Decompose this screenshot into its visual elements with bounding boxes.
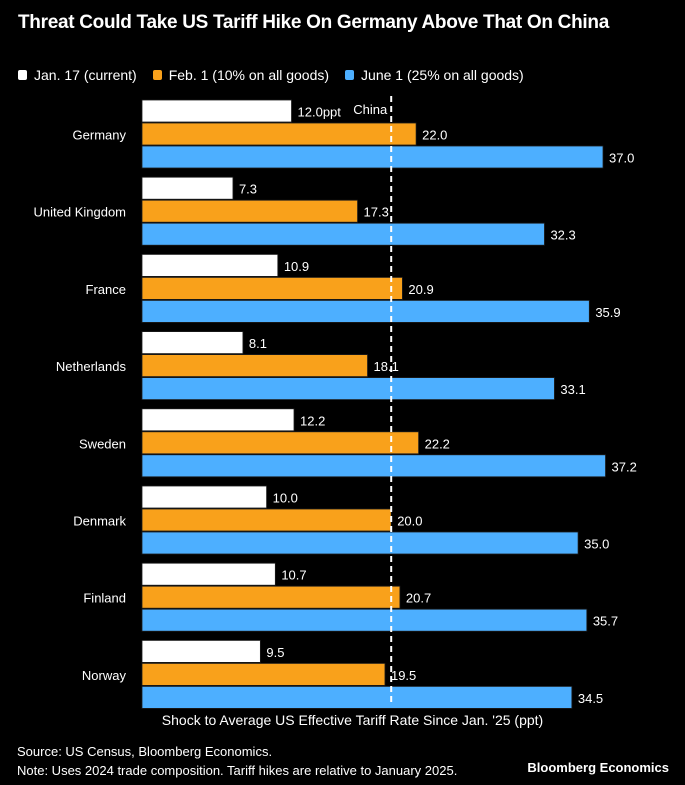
data-label-1-5: 20.0 bbox=[397, 514, 422, 529]
data-label-0-7: 9.5 bbox=[266, 645, 284, 660]
bar-2-6 bbox=[141, 608, 588, 632]
category-label-united-kingdom: United Kingdom bbox=[34, 205, 127, 220]
data-label-1-4: 22.2 bbox=[425, 436, 450, 451]
bar-0-0 bbox=[141, 99, 292, 123]
category-label-denmark: Denmark bbox=[73, 514, 126, 529]
bar-2-1 bbox=[141, 222, 545, 246]
data-label-1-1: 17.3 bbox=[364, 205, 389, 220]
category-label-finland: Finland bbox=[83, 591, 126, 606]
category-label-sweden: Sweden bbox=[79, 436, 126, 451]
data-label-0-4: 12.2 bbox=[300, 413, 325, 428]
bar-0-3 bbox=[141, 331, 244, 355]
legend-label-jan17: Jan. 17 (current) bbox=[34, 67, 137, 83]
category-label-france: France bbox=[86, 282, 126, 297]
data-label-2-5: 35.0 bbox=[584, 537, 609, 552]
chart-title: Threat Could Take US Tariff Hike On Germ… bbox=[18, 12, 609, 33]
bar-0-4 bbox=[141, 408, 295, 432]
data-label-1-3: 18.1 bbox=[374, 359, 399, 374]
bar-1-5 bbox=[141, 508, 392, 532]
bar-1-0 bbox=[141, 122, 417, 146]
data-label-0-1: 7.3 bbox=[239, 182, 257, 197]
category-label-netherlands: Netherlands bbox=[56, 359, 127, 374]
bar-2-3 bbox=[141, 377, 555, 401]
bar-2-4 bbox=[141, 454, 606, 478]
legend-swatch-feb1 bbox=[152, 70, 162, 80]
data-label-0-3: 8.1 bbox=[249, 336, 267, 351]
bar-2-2 bbox=[141, 299, 590, 323]
data-label-1-7: 19.5 bbox=[391, 668, 416, 683]
source-note: Source: US Census, Bloomberg Economics. … bbox=[17, 742, 457, 780]
bar-1-2 bbox=[141, 276, 403, 300]
data-label-2-4: 37.2 bbox=[612, 459, 637, 474]
data-label-1-0: 22.0 bbox=[422, 128, 447, 143]
data-label-1-2: 20.9 bbox=[408, 282, 433, 297]
data-label-2-6: 35.7 bbox=[593, 614, 618, 629]
bar-0-1 bbox=[141, 176, 234, 200]
data-label-0-0: 12.0ppt bbox=[298, 105, 342, 120]
category-label-germany: Germany bbox=[73, 128, 127, 143]
data-label-0-6: 10.7 bbox=[281, 568, 306, 583]
bar-1-1 bbox=[141, 199, 358, 223]
bar-0-2 bbox=[141, 253, 279, 277]
note-text: Note: Uses 2024 trade composition. Tarif… bbox=[17, 763, 458, 778]
legend-item-feb1: Feb. 1 (10% on all goods) bbox=[152, 67, 330, 83]
data-label-0-5: 10.0 bbox=[273, 491, 298, 506]
data-label-1-6: 20.7 bbox=[406, 591, 431, 606]
bar-2-7 bbox=[141, 686, 573, 709]
bar-0-7 bbox=[141, 640, 261, 663]
source-text: Source: US Census, Bloomberg Economics. bbox=[17, 744, 273, 759]
data-label-2-0: 37.0 bbox=[609, 151, 634, 166]
bar-0-5 bbox=[141, 485, 267, 509]
reference-line-label: China bbox=[353, 102, 388, 117]
legend-item-june1: June 1 (25% on all goods) bbox=[345, 67, 524, 83]
data-label-2-3: 33.1 bbox=[560, 382, 585, 397]
legend: Jan. 17 (current) Feb. 1 (10% on all goo… bbox=[18, 67, 524, 83]
bar-1-7 bbox=[141, 663, 386, 686]
legend-label-feb1: Feb. 1 (10% on all goods) bbox=[168, 67, 330, 83]
bar-2-5 bbox=[141, 531, 579, 555]
category-label-norway: Norway bbox=[82, 668, 127, 683]
bar-1-4 bbox=[141, 431, 420, 455]
data-label-2-7: 34.5 bbox=[578, 691, 603, 706]
legend-swatch-jan17 bbox=[18, 70, 27, 80]
data-label-0-2: 10.9 bbox=[284, 259, 309, 274]
data-label-2-2: 35.9 bbox=[595, 305, 620, 320]
legend-label-june1: June 1 (25% on all goods) bbox=[361, 67, 524, 83]
brand-logo: Bloomberg Economics bbox=[527, 760, 669, 775]
bar-1-3 bbox=[141, 354, 368, 378]
bar-2-0 bbox=[141, 145, 604, 169]
legend-item-jan17: Jan. 17 (current) bbox=[18, 67, 137, 83]
bar-1-6 bbox=[141, 585, 401, 609]
data-label-2-1: 32.3 bbox=[550, 228, 575, 243]
legend-swatch-june1 bbox=[345, 70, 355, 80]
bar-0-6 bbox=[141, 562, 276, 586]
x-axis-label: Shock to Average US Effective Tariff Rat… bbox=[161, 712, 544, 728]
